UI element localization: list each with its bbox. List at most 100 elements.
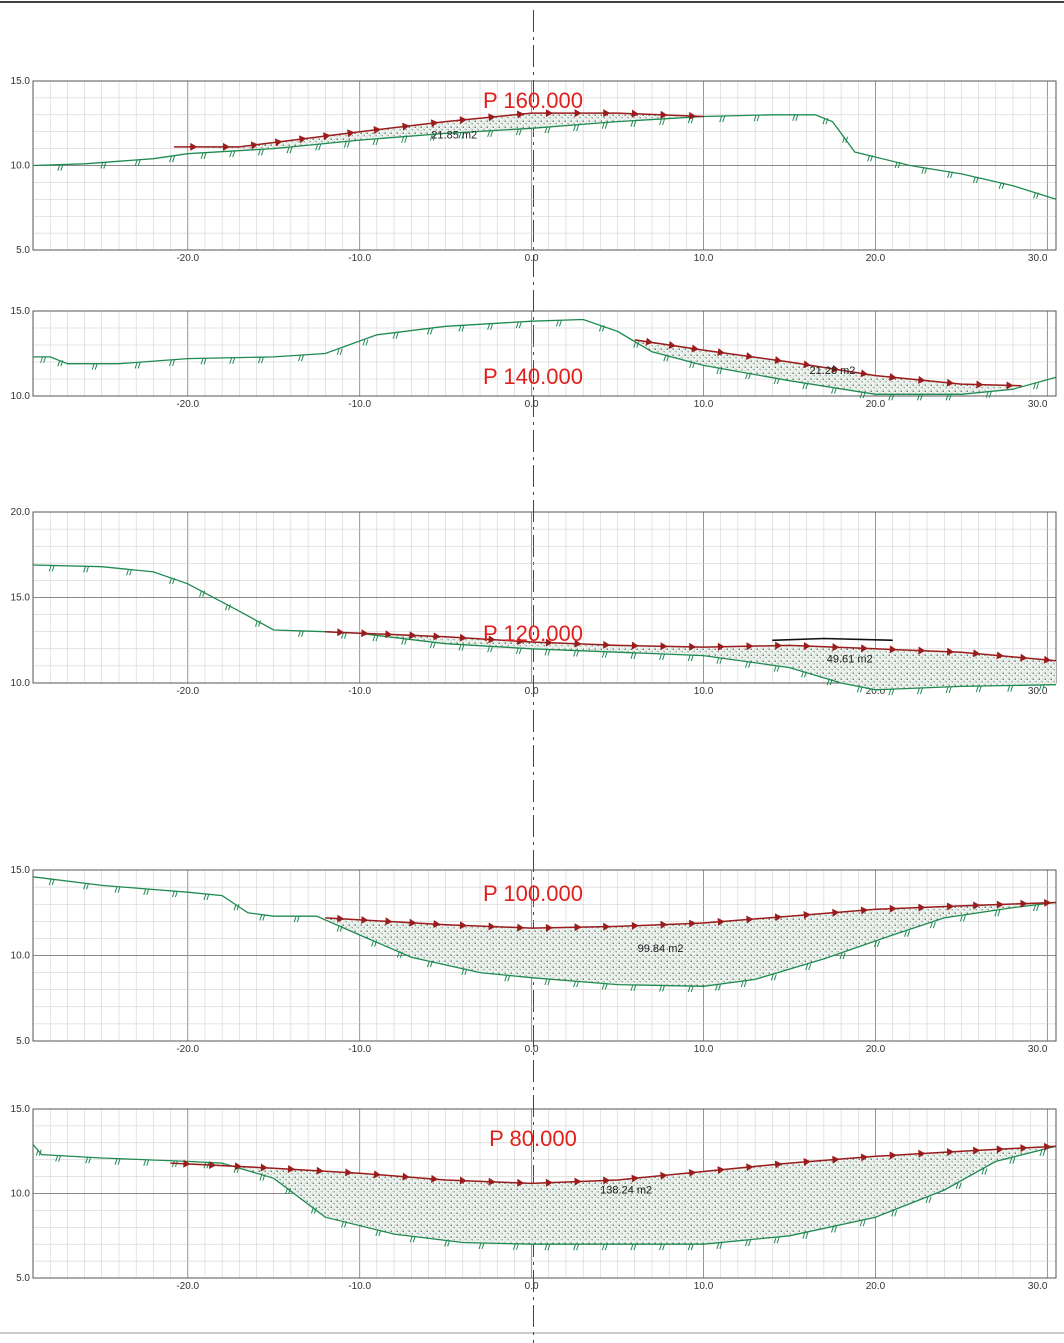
x-tick-label: -20.0 [176, 686, 199, 697]
terrain-marker [85, 1157, 92, 1164]
project-marker [1043, 655, 1052, 664]
x-tick-label: 20.0 [866, 686, 886, 697]
terrain-marker [687, 1244, 694, 1251]
terrain-marker [114, 1158, 121, 1165]
project-markers [337, 628, 1052, 664]
project-marker [603, 1176, 611, 1185]
terrain-marker [773, 665, 780, 672]
y-tick-label: 15.0 [11, 593, 31, 604]
profile-panel-p100: -20.0 -10.0 0.0 10.0 20.0 30.0 5.0 10.0 15.0 99.8… [11, 865, 1057, 1055]
project-marker [976, 380, 984, 389]
project-marker [689, 642, 697, 651]
project-marker [631, 1174, 639, 1183]
project-marker [433, 632, 441, 641]
x-tick-label: -20.0 [176, 253, 199, 264]
profile-label: P 80.000 [489, 1126, 577, 1151]
y-tick-label: 10.0 [11, 951, 31, 962]
project-marker [860, 369, 869, 378]
terrain-marker [134, 362, 141, 369]
terrain-marker [802, 382, 809, 390]
project-marker [946, 902, 955, 911]
y-tick-label: 15.0 [11, 76, 31, 87]
project-marker [774, 1160, 783, 1169]
terrain-marker [487, 646, 494, 653]
existing-surface-line [772, 637, 893, 642]
project-marker [996, 1145, 1004, 1154]
terrain-marker [831, 1226, 837, 1233]
terrain-marker [873, 940, 880, 948]
project-marker [373, 126, 381, 134]
terrain-marker [169, 156, 176, 163]
terrain-marker [200, 358, 207, 365]
terrain-marker [48, 878, 55, 886]
project-marker [1044, 898, 1052, 907]
terrain-marker [659, 1244, 666, 1251]
terrain-marker [515, 647, 522, 655]
project-line [174, 112, 704, 148]
terrain-marker [601, 1244, 608, 1251]
x-tick-label: 10.0 [694, 253, 714, 264]
terrain-marker [544, 649, 551, 656]
project-marker [1006, 381, 1014, 390]
project-marker [488, 113, 496, 122]
project-marker [746, 915, 754, 924]
plot-frame [32, 869, 1057, 1042]
terrain-marker [800, 671, 807, 678]
terrain-marker [336, 348, 343, 355]
project-marker [973, 1146, 981, 1155]
terrain-marker [659, 118, 666, 126]
project-marker [631, 921, 639, 930]
terrain-marker [714, 984, 721, 991]
project-marker [996, 900, 1004, 909]
terrain-marker [770, 974, 777, 981]
terrain-marker [1009, 1157, 1016, 1164]
project-marker [337, 914, 345, 923]
terrain-marker [994, 910, 1001, 917]
terrain-marker [972, 176, 979, 184]
project-marker [803, 1157, 811, 1166]
project-marker [972, 649, 981, 658]
terrain-marker [894, 161, 901, 169]
terrain-marker [716, 1242, 723, 1249]
y-tick-label: 10.0 [11, 678, 31, 689]
terrain-marker [716, 657, 723, 664]
terrain-marker [285, 1187, 292, 1195]
terrain-marker [426, 328, 433, 335]
project-marker [691, 344, 699, 353]
terrain-marker [573, 124, 580, 132]
terrain-marker [630, 120, 637, 127]
project-marker [668, 341, 677, 349]
terrain-marker [255, 620, 261, 627]
y-tick-label: 15.0 [11, 306, 31, 317]
project-markers [183, 1142, 1052, 1187]
project-marker [918, 1149, 926, 1158]
terrain-marker [1033, 383, 1039, 390]
terrain-marker [959, 915, 966, 922]
project-marker [660, 1171, 668, 1180]
project-marker [574, 639, 582, 648]
project-marker [831, 364, 840, 373]
project-marker [409, 918, 417, 927]
terrain-marker [35, 1149, 42, 1156]
project-marker [260, 1163, 268, 1172]
terrain-marker [659, 653, 666, 661]
terrain-marker [143, 888, 150, 895]
terrain-marker [57, 164, 64, 171]
x-tick-label: 10.0 [694, 686, 714, 697]
project-marker [234, 1162, 243, 1171]
terrain-marker [515, 321, 522, 329]
project-marker [430, 1174, 439, 1183]
y-tick-label: 10.0 [11, 1189, 31, 1200]
terrain-marker [401, 638, 408, 645]
terrain-marker [773, 377, 780, 385]
project-marker [889, 904, 897, 913]
terrain-marker [598, 325, 605, 332]
project-marker [545, 1178, 553, 1187]
terrain-marker [286, 147, 293, 154]
profile-panel-p160: -20.0 -10.0 0.0 10.0 20.0 30.0 5.0 10.0 15.0 21.8… [11, 76, 1057, 264]
project-marker [190, 142, 198, 151]
terrain-marker [925, 1196, 932, 1204]
terrain-marker [114, 886, 121, 893]
terrain-marker [426, 960, 433, 968]
project-marker [574, 923, 582, 932]
